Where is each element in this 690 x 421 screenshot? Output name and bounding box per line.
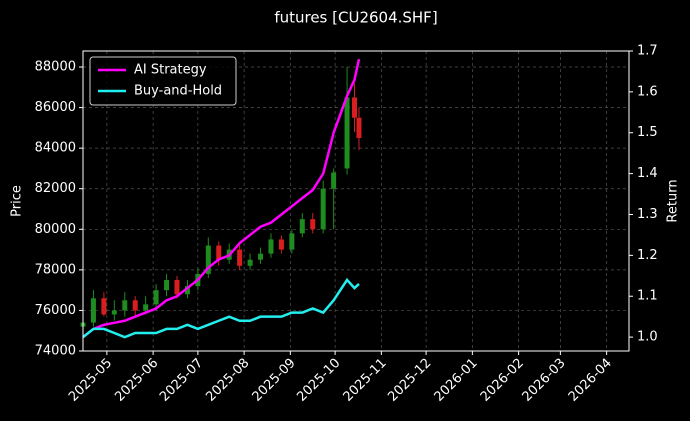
candle-body: [352, 97, 358, 118]
y2-tick-label: 1.2: [637, 248, 658, 263]
y-tick-label: 84000: [35, 141, 76, 156]
y-tick-label: 82000: [35, 181, 76, 196]
y2-tick-label: 1.7: [637, 44, 658, 59]
y2-tick-label: 1.6: [637, 84, 658, 99]
candle-body: [247, 259, 253, 266]
candle-body: [310, 219, 316, 230]
candle-body: [174, 280, 180, 295]
candle-body: [278, 239, 284, 250]
candle-body: [122, 300, 128, 311]
candle-body: [356, 117, 362, 139]
candle-body: [101, 298, 107, 315]
candle-body: [289, 233, 295, 250]
candle-body: [216, 245, 222, 260]
y-axis-label: Price: [10, 185, 25, 217]
plot-frame: [82, 50, 630, 352]
y2-axis-label: Return: [666, 179, 681, 222]
chart-title: futures [CU2604.SHF]: [274, 9, 437, 27]
candle-body: [344, 97, 350, 169]
legend-label: AI Strategy: [134, 63, 207, 78]
y-tick-label: 74000: [35, 344, 76, 359]
y2-tick-label: 1.0: [637, 330, 658, 345]
series-line: [82, 58, 361, 339]
legend-box: [89, 56, 237, 106]
legend-label: Buy-and-Hold: [134, 84, 222, 99]
candle-body: [111, 310, 117, 315]
y2-tick-label: 1.5: [637, 125, 658, 140]
y-tick-label: 78000: [35, 262, 76, 277]
y-tick-label: 80000: [35, 222, 76, 237]
series-line: [82, 277, 360, 339]
candle-body: [299, 219, 305, 234]
candle-body: [237, 249, 243, 266]
candle-body: [90, 298, 96, 323]
candle-body: [258, 253, 264, 260]
candle-body: [132, 300, 138, 311]
candle-body: [320, 188, 326, 230]
candle-body: [153, 290, 159, 305]
y2-tick-label: 1.1: [637, 289, 658, 304]
y2-tick-label: 1.3: [637, 207, 658, 222]
candle-body: [143, 304, 149, 311]
candle-body: [268, 239, 274, 254]
y-tick-label: 88000: [35, 60, 76, 75]
candle-body: [184, 286, 190, 295]
y-tick-label: 76000: [35, 303, 76, 318]
candle-body: [205, 245, 211, 274]
y2-tick-label: 1.4: [637, 166, 658, 181]
candle-body: [164, 280, 170, 291]
y-tick-label: 86000: [35, 100, 76, 115]
candle-body: [331, 172, 337, 189]
